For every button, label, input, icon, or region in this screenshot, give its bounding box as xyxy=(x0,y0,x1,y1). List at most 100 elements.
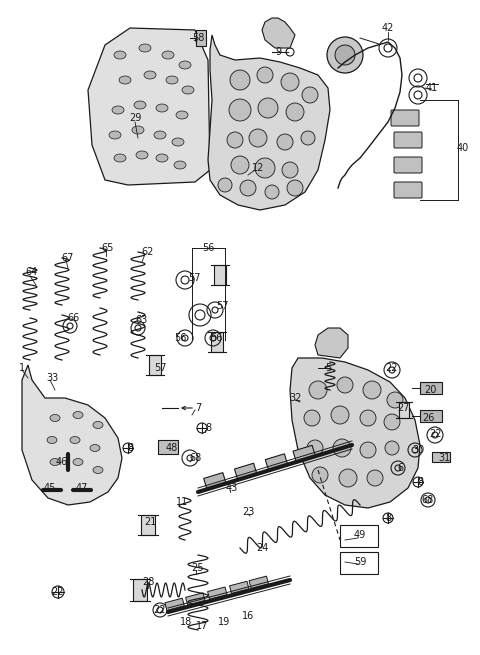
Bar xyxy=(293,445,316,462)
Circle shape xyxy=(287,180,303,196)
Text: 40: 40 xyxy=(457,143,469,153)
Text: 27: 27 xyxy=(398,403,410,413)
Text: 49: 49 xyxy=(354,530,366,540)
Polygon shape xyxy=(208,35,330,210)
Bar xyxy=(229,581,249,593)
Text: 12: 12 xyxy=(252,163,264,173)
Bar xyxy=(207,587,227,599)
Text: 19: 19 xyxy=(218,617,230,627)
Bar xyxy=(432,452,450,462)
FancyBboxPatch shape xyxy=(394,157,422,173)
Text: 7: 7 xyxy=(195,403,201,413)
Text: 9: 9 xyxy=(275,47,281,57)
Circle shape xyxy=(385,441,399,455)
Text: 57: 57 xyxy=(154,363,166,373)
Circle shape xyxy=(360,442,376,458)
Ellipse shape xyxy=(114,154,126,162)
Circle shape xyxy=(282,162,298,178)
Bar xyxy=(158,440,178,454)
Text: 29: 29 xyxy=(129,113,141,123)
Ellipse shape xyxy=(136,151,148,159)
Ellipse shape xyxy=(172,138,184,146)
Bar xyxy=(214,265,226,285)
Text: 28: 28 xyxy=(142,577,154,587)
Ellipse shape xyxy=(174,161,186,169)
FancyBboxPatch shape xyxy=(394,132,422,148)
Circle shape xyxy=(360,410,376,426)
Text: 24: 24 xyxy=(256,543,268,553)
Circle shape xyxy=(257,67,273,83)
Circle shape xyxy=(249,129,267,147)
Text: 56: 56 xyxy=(210,333,222,343)
Circle shape xyxy=(333,439,351,457)
Circle shape xyxy=(387,392,403,408)
Text: 47: 47 xyxy=(76,483,88,493)
Circle shape xyxy=(384,414,400,430)
Circle shape xyxy=(281,73,299,91)
Polygon shape xyxy=(262,18,295,48)
Ellipse shape xyxy=(182,86,194,94)
Text: 22: 22 xyxy=(52,587,64,597)
Text: 31: 31 xyxy=(438,453,450,463)
Text: 57: 57 xyxy=(188,273,200,283)
Ellipse shape xyxy=(162,51,174,59)
Text: 67: 67 xyxy=(62,253,74,263)
Ellipse shape xyxy=(73,411,83,419)
Text: 21: 21 xyxy=(144,517,156,527)
Text: 25: 25 xyxy=(192,563,204,573)
FancyBboxPatch shape xyxy=(394,182,422,198)
Ellipse shape xyxy=(154,131,166,139)
Ellipse shape xyxy=(156,104,168,112)
Circle shape xyxy=(335,45,355,65)
Text: 8: 8 xyxy=(417,477,423,487)
Text: 8: 8 xyxy=(127,443,133,453)
Text: 48: 48 xyxy=(166,443,178,453)
FancyBboxPatch shape xyxy=(391,110,419,126)
Ellipse shape xyxy=(119,76,131,84)
Text: 32: 32 xyxy=(290,393,302,403)
Text: 65: 65 xyxy=(102,243,114,253)
Text: 63: 63 xyxy=(136,315,148,325)
Circle shape xyxy=(367,470,383,486)
Text: 68: 68 xyxy=(422,495,434,505)
Polygon shape xyxy=(290,358,420,508)
Circle shape xyxy=(286,103,304,121)
Ellipse shape xyxy=(156,154,168,162)
Text: 57: 57 xyxy=(216,301,228,311)
Ellipse shape xyxy=(93,466,103,474)
Ellipse shape xyxy=(179,61,191,69)
Text: 6: 6 xyxy=(397,463,403,473)
Bar xyxy=(399,402,409,418)
Text: 68: 68 xyxy=(190,453,202,463)
Circle shape xyxy=(363,381,381,399)
Text: 58: 58 xyxy=(192,33,204,43)
Text: 33: 33 xyxy=(46,373,58,383)
Ellipse shape xyxy=(144,71,156,79)
Text: 62: 62 xyxy=(142,247,154,257)
Ellipse shape xyxy=(132,126,144,134)
Bar xyxy=(186,593,205,605)
Ellipse shape xyxy=(47,436,57,443)
Circle shape xyxy=(255,158,275,178)
Circle shape xyxy=(327,37,363,73)
Ellipse shape xyxy=(93,422,103,428)
Text: 42: 42 xyxy=(382,23,394,33)
Bar xyxy=(420,382,442,394)
Text: 22: 22 xyxy=(386,363,398,373)
Ellipse shape xyxy=(90,445,100,451)
Text: 64: 64 xyxy=(26,267,38,277)
Bar xyxy=(420,410,442,422)
Text: 26: 26 xyxy=(422,413,434,423)
Bar xyxy=(204,473,226,490)
Circle shape xyxy=(218,178,232,192)
Ellipse shape xyxy=(166,76,178,84)
Text: 22: 22 xyxy=(154,605,166,615)
Text: 43: 43 xyxy=(226,483,238,493)
Text: 30: 30 xyxy=(412,445,424,455)
Text: 41: 41 xyxy=(426,83,438,93)
Bar xyxy=(340,552,378,574)
Text: 17: 17 xyxy=(196,621,208,631)
Polygon shape xyxy=(315,328,348,358)
Ellipse shape xyxy=(176,111,188,119)
Polygon shape xyxy=(88,28,210,185)
